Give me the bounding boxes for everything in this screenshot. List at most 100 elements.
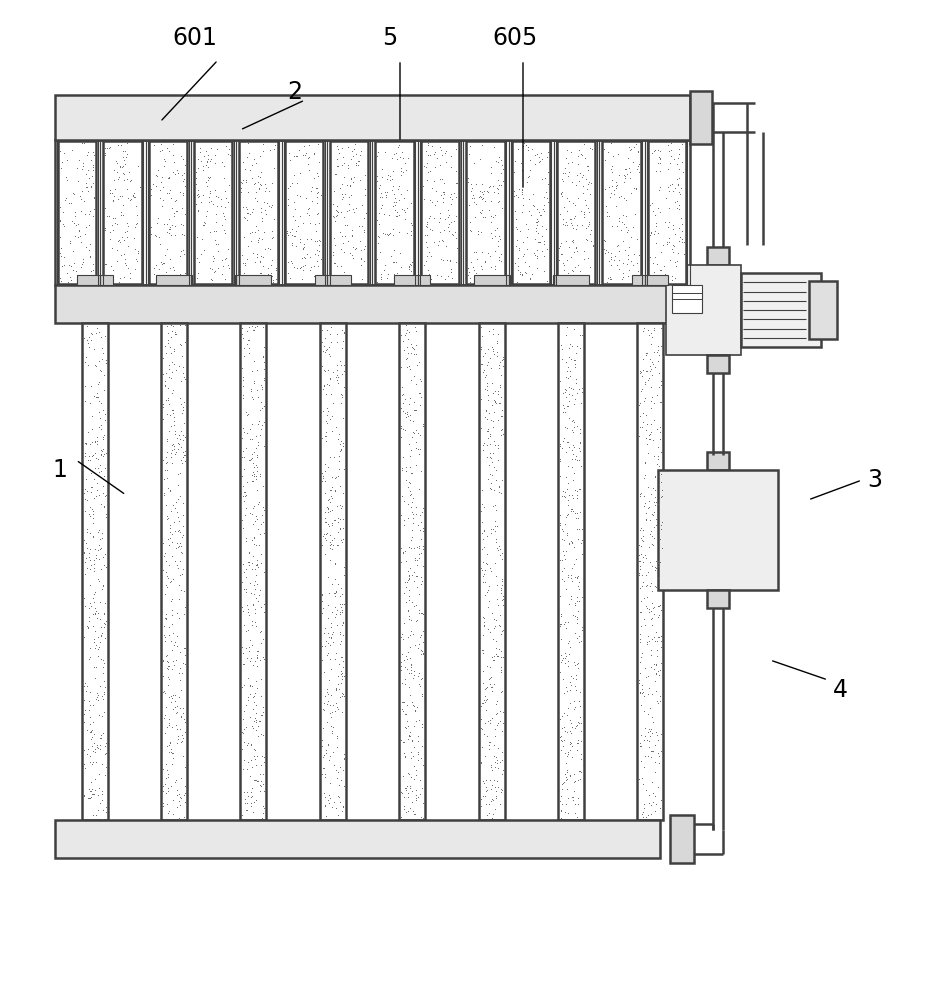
Point xyxy=(56,204,70,220)
Point xyxy=(633,697,648,713)
Point xyxy=(646,599,661,615)
Point xyxy=(161,537,176,553)
Point xyxy=(400,713,414,729)
Point xyxy=(397,202,412,218)
Point xyxy=(119,135,133,151)
Point xyxy=(160,335,175,351)
Point xyxy=(245,431,260,447)
Point xyxy=(396,517,411,533)
Point xyxy=(489,181,504,197)
Point xyxy=(641,539,656,555)
Point xyxy=(87,670,102,686)
Point xyxy=(336,333,350,349)
Point xyxy=(325,449,340,465)
Point xyxy=(440,209,455,225)
Point xyxy=(334,386,349,402)
Point xyxy=(400,789,414,805)
Point xyxy=(494,744,509,760)
Point xyxy=(559,217,574,233)
Point xyxy=(167,205,182,221)
Point xyxy=(171,793,186,809)
Point xyxy=(248,155,263,171)
Point xyxy=(315,381,330,397)
Point xyxy=(387,202,402,218)
Point xyxy=(326,585,341,601)
Point xyxy=(555,560,570,576)
Point xyxy=(335,340,349,356)
Point xyxy=(171,427,186,443)
Point xyxy=(314,652,329,668)
Point xyxy=(559,319,574,335)
Point xyxy=(643,506,658,522)
Point xyxy=(369,148,384,164)
Point xyxy=(74,234,89,250)
Point xyxy=(576,136,590,152)
Point xyxy=(307,273,322,289)
Point xyxy=(562,596,577,612)
Point xyxy=(159,508,174,524)
Point xyxy=(167,356,182,372)
Point xyxy=(514,184,529,200)
Point xyxy=(563,503,578,519)
Point xyxy=(650,558,665,574)
Point xyxy=(95,549,110,565)
Point xyxy=(161,185,176,201)
Point xyxy=(483,669,498,685)
Point xyxy=(214,252,229,268)
Point xyxy=(325,537,340,553)
Point xyxy=(472,509,487,525)
Point xyxy=(653,394,667,410)
Point xyxy=(552,631,567,647)
Point xyxy=(245,473,260,489)
Point xyxy=(162,221,177,237)
Point xyxy=(672,186,687,202)
Point xyxy=(98,352,113,368)
Point xyxy=(638,512,653,528)
Point xyxy=(555,650,570,666)
Point xyxy=(636,611,651,627)
Point xyxy=(569,521,584,537)
Point xyxy=(315,749,330,765)
Point xyxy=(475,554,489,570)
Point xyxy=(325,744,340,760)
Point xyxy=(72,188,87,204)
Point xyxy=(575,167,590,183)
Point xyxy=(566,197,581,213)
Point xyxy=(159,577,173,593)
Point xyxy=(316,702,331,718)
Point xyxy=(446,213,461,229)
Point xyxy=(409,422,424,438)
Point xyxy=(83,465,98,481)
Point xyxy=(83,508,98,524)
Point xyxy=(143,224,158,240)
Point xyxy=(487,513,502,529)
Point xyxy=(648,553,663,569)
Point xyxy=(393,784,408,800)
Point xyxy=(654,633,668,649)
Point xyxy=(603,172,618,188)
Point xyxy=(597,233,612,249)
Point xyxy=(409,357,424,373)
Point xyxy=(80,524,95,540)
Point xyxy=(80,162,95,178)
Point xyxy=(95,659,110,675)
Point xyxy=(527,231,542,247)
Point xyxy=(475,788,489,804)
Point xyxy=(651,458,666,474)
Point xyxy=(557,796,572,812)
Point xyxy=(671,197,686,213)
Point xyxy=(287,228,302,244)
Point xyxy=(334,663,349,679)
Point xyxy=(576,209,590,225)
Point xyxy=(244,784,259,800)
Point xyxy=(188,176,203,192)
Point xyxy=(96,615,111,631)
Point xyxy=(163,593,178,609)
Point xyxy=(427,197,442,213)
Point xyxy=(578,181,593,197)
Point xyxy=(476,614,491,630)
Point xyxy=(104,185,119,201)
Point xyxy=(82,651,96,667)
Point xyxy=(405,626,420,642)
Point xyxy=(409,568,424,584)
